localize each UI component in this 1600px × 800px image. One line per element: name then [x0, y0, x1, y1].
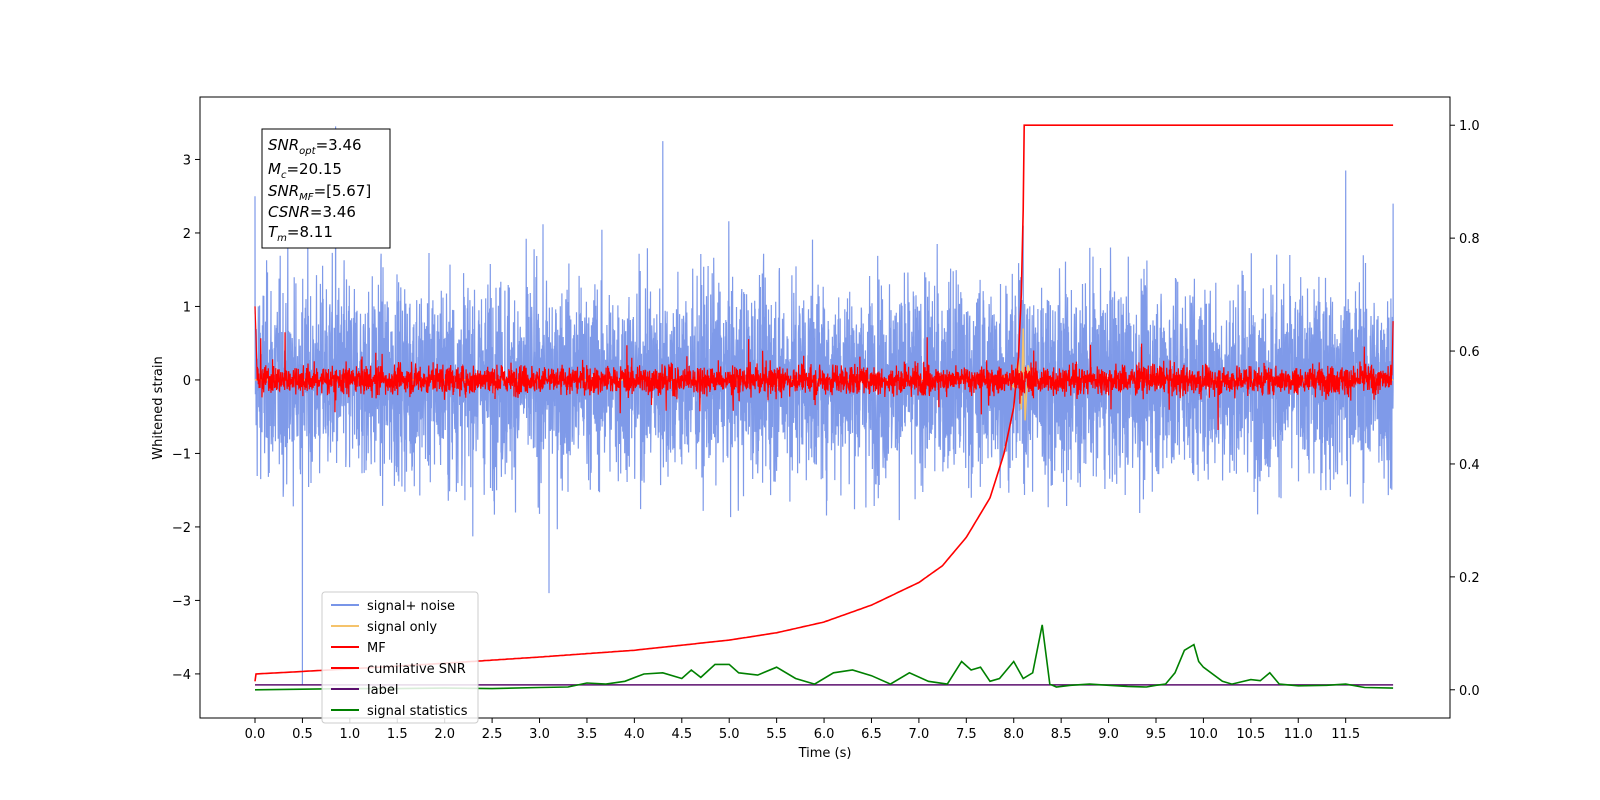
x-axis-label: Time (s) [798, 746, 852, 761]
legend-label-signal-statistics: signal statistics [367, 704, 468, 719]
annotation-tm: Tm=8.11 [268, 223, 333, 244]
annotation-snr-mf: SNRMF=[5.67] [268, 182, 371, 203]
legend-label-signal-noise: signal+ noise [367, 599, 455, 614]
legend-frame [321, 591, 479, 724]
snr-opt-value: =3.46 [316, 136, 362, 154]
snr-opt-symbol: SNR [268, 136, 299, 154]
annotation-csnr: CSNR=3.46 [268, 203, 356, 221]
y-tick-label-3: 0 [183, 374, 191, 389]
legend-item-cumulative-snr: cumilative SNR [331, 662, 466, 677]
y2-tick-label-3: 0.4 [1459, 458, 1480, 473]
x-tick-label-18: 9.0 [1098, 727, 1119, 742]
y2-tick-label-4: 0.2 [1459, 571, 1480, 586]
y-tick-label-6: −3 [172, 594, 191, 609]
y2-tick-label-2: 0.6 [1459, 345, 1480, 360]
x-tick-label-1: 0.5 [292, 727, 313, 742]
annotation-mc: Mc=20.15 [268, 160, 342, 181]
x-tick-label-17: 8.5 [1051, 727, 1072, 742]
x-tick-label-3: 1.5 [387, 727, 408, 742]
x-tick-label-11: 5.5 [766, 727, 787, 742]
legend-item-mf: MF [331, 641, 386, 656]
x-tick-label-21: 10.5 [1236, 727, 1265, 742]
snr-mf-symbol: SNR [268, 182, 299, 200]
legend-label-label: label [367, 683, 398, 698]
snr-mf-value: =[5.67] [314, 182, 372, 200]
y2-tick-label-5: 0.0 [1459, 684, 1480, 699]
legend-item-label: label [331, 683, 398, 698]
y-tick-label-2: 1 [183, 300, 191, 315]
y-tick-label-5: −2 [172, 521, 191, 536]
annotation-box: SNRopt=3.46 Mc=20.15 SNRMF=[5.67] CSNR=3… [261, 128, 391, 249]
x-tick-label-8: 4.0 [624, 727, 645, 742]
x-tick-label-23: 11.5 [1331, 727, 1360, 742]
series-mf [254, 306, 1394, 431]
y-tick-label-4: −1 [172, 447, 191, 462]
y-tick-label-7: −4 [172, 668, 191, 683]
csnr-value: =3.46 [310, 203, 356, 221]
snr-mf-subscript: MF [299, 192, 314, 203]
y2-tick-label-1: 0.8 [1459, 232, 1480, 247]
x-tick-label-13: 6.5 [861, 727, 882, 742]
x-tick-label-20: 10.0 [1189, 727, 1218, 742]
legend-item-signal-only: signal only [331, 620, 437, 635]
tm-value: =8.11 [287, 223, 333, 241]
x-tick-label-2: 1.0 [340, 727, 361, 742]
legend-label-mf: MF [367, 641, 386, 656]
y-axis-label: Whitened strain [151, 356, 166, 459]
x-tick-label-22: 11.0 [1284, 727, 1313, 742]
annotation-frame [261, 128, 391, 249]
x-tick-label-16: 8.0 [1003, 727, 1024, 742]
legend-label-cumulative-snr: cumilative SNR [367, 662, 466, 677]
series-signal-noise [254, 126, 1394, 685]
x-tick-label-10: 5.0 [719, 727, 740, 742]
tm-subscript: m [277, 233, 287, 244]
x-tick-label-9: 4.5 [671, 727, 692, 742]
y-tick-label-1: 2 [183, 227, 191, 242]
ticks-layer: 0.0 0.5 1.0 1.5 2.0 2.5 3.0 3.5 4.0 4.5 5.0 5.5 6.0 6… [172, 119, 1480, 742]
legend-label-signal-only: signal only [367, 620, 437, 635]
mc-subscript: c [281, 170, 287, 181]
legend: signal+ noise signal only MF cumilative … [321, 591, 479, 724]
mc-value: =20.15 [286, 160, 342, 178]
x-tick-label-6: 3.0 [529, 727, 550, 742]
x-tick-label-12: 6.0 [814, 727, 835, 742]
mc-symbol: M [268, 160, 281, 178]
x-tick-label-15: 7.5 [956, 727, 977, 742]
legend-item-signal-statistics: signal statistics [331, 704, 468, 719]
y2-tick-label-0: 1.0 [1459, 119, 1480, 134]
x-tick-label-19: 9.5 [1146, 727, 1167, 742]
x-tick-label-0: 0.0 [245, 727, 266, 742]
y-tick-label-0: 3 [183, 153, 191, 168]
csnr-symbol: CSNR [268, 203, 310, 221]
x-tick-label-14: 7.0 [909, 727, 930, 742]
snr-opt-subscript: opt [299, 146, 316, 157]
x-tick-label-4: 2.0 [434, 727, 455, 742]
x-tick-label-5: 2.5 [482, 727, 503, 742]
x-tick-label-7: 3.5 [577, 727, 598, 742]
tm-symbol: T [268, 223, 279, 241]
annotation-snr-opt: SNRopt=3.46 [268, 136, 362, 157]
plot-frame [199, 96, 1451, 719]
series-signal-statistics [254, 624, 1394, 691]
legend-item-signal-noise: signal+ noise [331, 599, 455, 614]
